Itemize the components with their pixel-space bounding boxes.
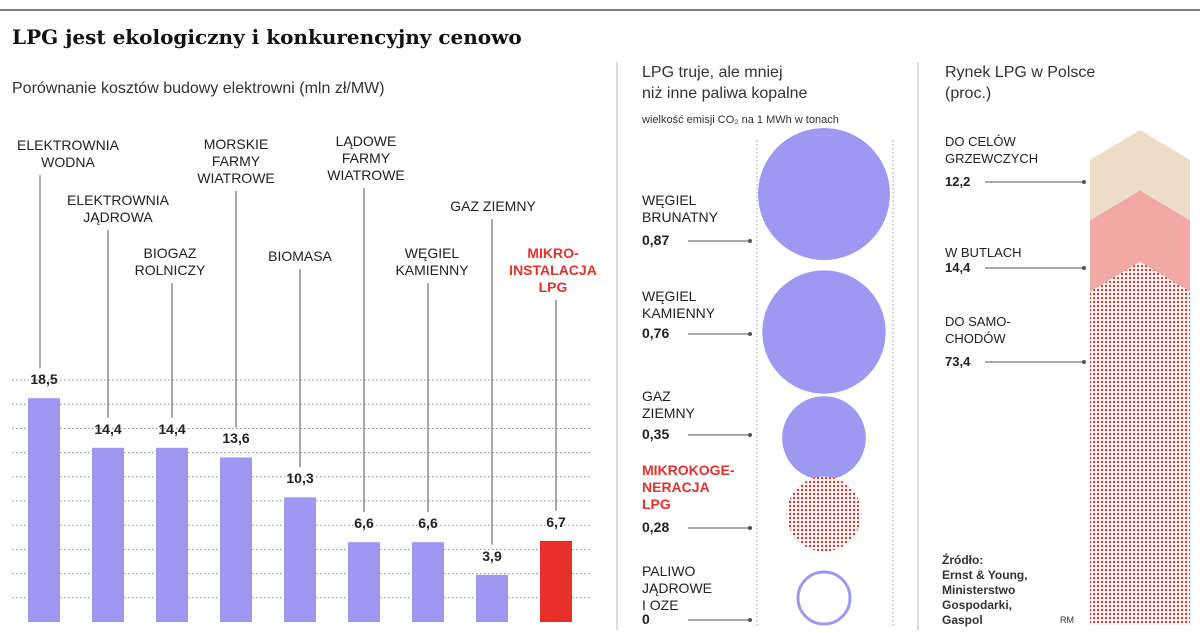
leader-dot	[748, 618, 752, 622]
category-label: LĄDOWE FARMY WIATROWE	[327, 133, 405, 183]
category-label: ELEKTROWNIA WODNA	[17, 137, 119, 170]
value-label: 12,2	[945, 174, 971, 189]
value-label: 0,28	[642, 519, 670, 535]
category-label: WĘGIEL BRUNATNY	[642, 192, 718, 225]
leader-dot	[748, 239, 752, 243]
stack-segment	[1090, 261, 1190, 625]
value-label: 13,6	[222, 430, 250, 447]
bubble	[782, 396, 866, 480]
bar	[220, 457, 252, 622]
bubble	[762, 270, 886, 394]
category-label: BIOMASA	[268, 248, 332, 264]
value-label: 6,7	[546, 513, 566, 530]
value-label: 6,6	[354, 515, 374, 532]
credit: RM	[1060, 615, 1074, 625]
value-label: 6,6	[418, 515, 438, 532]
source: Źródło: Ernst & Young, Ministerstwo Gosp…	[942, 553, 1028, 627]
bubble	[758, 128, 890, 260]
leader-dot	[748, 433, 752, 437]
leader-dot	[1082, 360, 1086, 364]
leader-dot	[748, 526, 752, 530]
bubble	[786, 476, 862, 552]
leader-dot	[1082, 266, 1086, 270]
category-label: MORSKIE FARMY WIATROWE	[197, 136, 275, 186]
bar	[476, 574, 508, 622]
segment-label: DO SAMO- CHODÓW	[945, 314, 1011, 346]
value-label: 18,5	[30, 371, 58, 388]
category-label: MIKROKOGE- NERACJA LPG	[642, 462, 735, 512]
bar	[284, 497, 316, 622]
category-label: PALIWO JĄDROWE I OZE	[642, 563, 712, 613]
chart-title: LPG truje, ale mniej niż inne paliwa kop…	[642, 64, 808, 102]
value-label: 0,35	[642, 426, 670, 442]
chart-title: Porównanie kosztów budowy elektrowni (ml…	[12, 80, 385, 97]
category-label: WĘGIEL KAMIENNY	[395, 245, 469, 278]
bar	[28, 398, 60, 622]
value-label: 3,9	[482, 547, 502, 564]
value-label: 0,87	[642, 232, 670, 248]
bar	[412, 542, 444, 622]
chart-subtitle: wielkość emisji CO₂ na 1 MWh w tonach	[642, 114, 839, 126]
page-title: LPG jest ekologiczny i konkurencyjny cen…	[12, 25, 522, 49]
bar	[92, 447, 124, 622]
value-label: 0,76	[642, 325, 670, 341]
category-label: WĘGIEL KAMIENNY	[642, 288, 716, 321]
category-label: MIKRO- INSTALACJA LPG	[509, 245, 597, 295]
leader-dot	[748, 332, 752, 336]
bar	[348, 542, 380, 622]
segment-label: W BUTLACH	[945, 245, 1022, 260]
value-label: 14,4	[94, 420, 122, 437]
stack-segment	[1090, 190, 1190, 292]
value-label: 10,3	[286, 470, 314, 487]
category-label: GAZ ZIEMNY	[642, 388, 695, 421]
segment-label: DO CELÓW GRZEWCZYCH	[945, 134, 1039, 166]
value-label: 0	[642, 611, 650, 627]
category-label: BIOGAZ ROLNICZY	[134, 245, 206, 278]
leader-dot	[1082, 180, 1086, 184]
stack-segment	[1090, 130, 1190, 221]
bar	[156, 447, 188, 622]
value-label: 14,4	[945, 260, 971, 275]
bubble	[796, 570, 852, 626]
category-label: ELEKTROWNIA JĄDROWA	[67, 192, 169, 225]
bar	[540, 540, 572, 622]
value-label: 14,4	[158, 420, 186, 437]
category-label: GAZ ZIEMNY	[450, 198, 536, 214]
chart-title: Rynek LPG w Polsce (proc.)	[945, 64, 1096, 102]
value-label: 73,4	[945, 354, 971, 369]
